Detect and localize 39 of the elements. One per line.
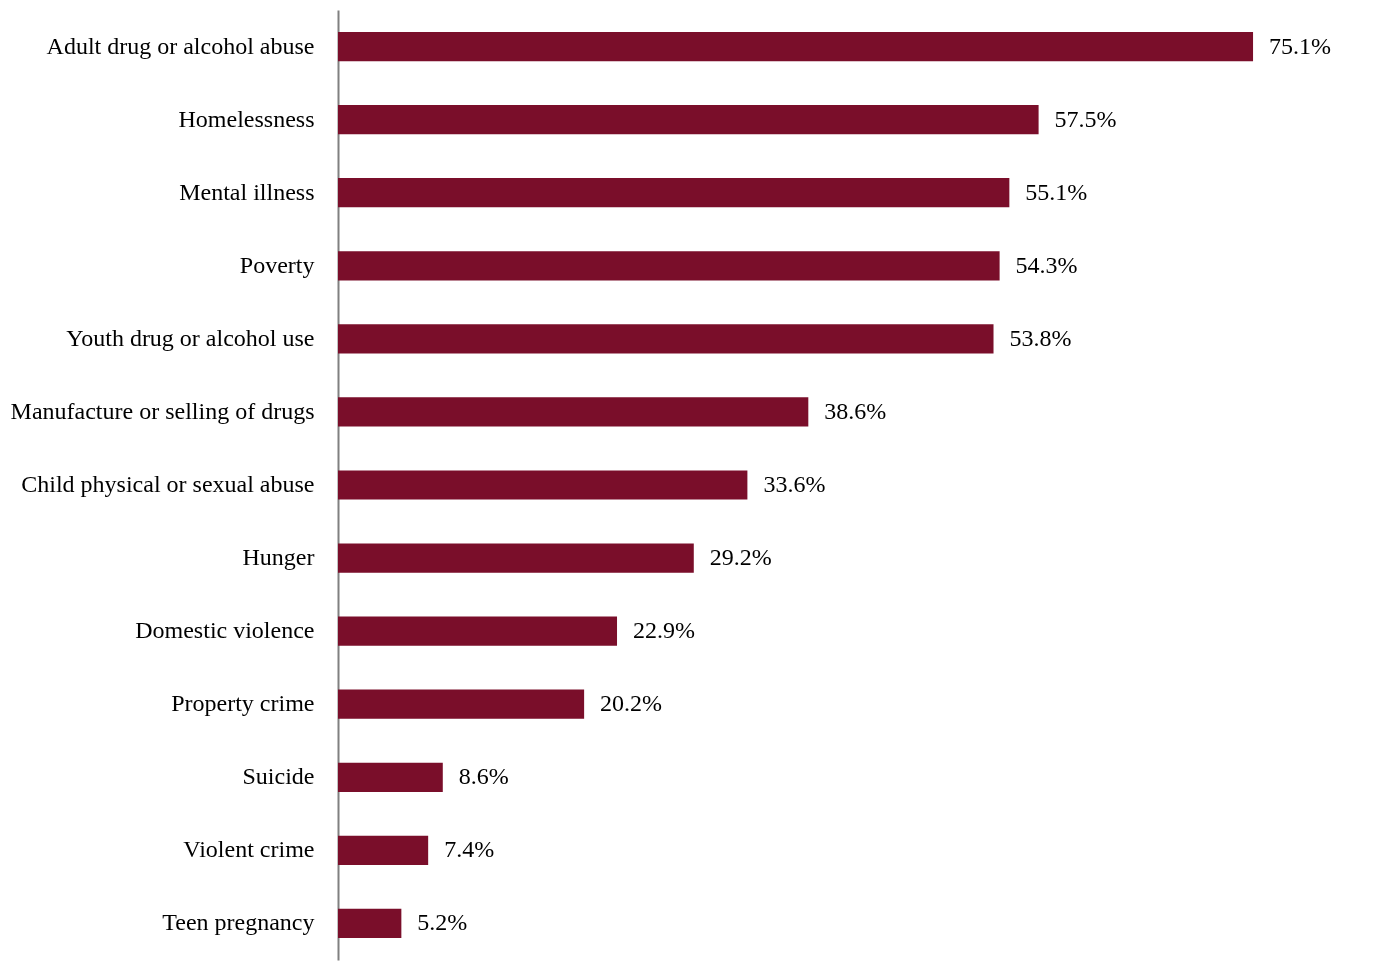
bar bbox=[338, 835, 429, 865]
data-label: 33.6% bbox=[763, 471, 826, 497]
y-tick-label: Hunger bbox=[242, 544, 315, 571]
bar bbox=[338, 470, 748, 500]
y-tick-label: Poverty bbox=[239, 251, 315, 278]
y-tick-label: Property crime bbox=[171, 690, 315, 717]
y-tick-label: Violent crime bbox=[183, 836, 315, 863]
data-label: 75.1% bbox=[1269, 32, 1332, 59]
y-tick-label: Homelessness bbox=[178, 105, 315, 132]
y-tick-label: Child physical or sexual abuse bbox=[21, 471, 315, 497]
bar bbox=[338, 543, 694, 573]
bar bbox=[338, 616, 618, 646]
bar bbox=[338, 178, 1010, 208]
bar bbox=[338, 251, 1000, 281]
y-tick-label: Adult drug or alcohol abuse bbox=[46, 32, 315, 59]
data-label: 20.2% bbox=[600, 690, 663, 717]
bar bbox=[338, 762, 443, 792]
y-tick-label: Youth drug or alcohol use bbox=[66, 324, 315, 351]
y-tick-label: Mental illness bbox=[179, 178, 315, 205]
bar bbox=[338, 397, 809, 427]
data-label: 53.8% bbox=[1009, 324, 1072, 351]
bar bbox=[338, 689, 585, 719]
data-label: 54.3% bbox=[1015, 251, 1078, 278]
data-label: 57.5% bbox=[1054, 105, 1117, 132]
bar bbox=[338, 31, 1254, 62]
y-tick-label: Teen pregnancy bbox=[162, 909, 315, 936]
data-label: 22.9% bbox=[633, 617, 696, 644]
y-tick-label: Manufacture or selling of drugs bbox=[10, 397, 315, 424]
bar bbox=[338, 324, 994, 354]
y-tick-label: Suicide bbox=[242, 763, 315, 790]
bar bbox=[338, 105, 1039, 135]
data-label: 29.2% bbox=[709, 544, 772, 571]
data-label: 5.2% bbox=[417, 909, 468, 936]
data-label: 55.1% bbox=[1025, 178, 1088, 205]
data-label: 38.6% bbox=[824, 397, 887, 424]
y-tick-label: Domestic violence bbox=[135, 617, 315, 644]
data-label: 8.6% bbox=[458, 763, 509, 790]
data-label: 7.4% bbox=[444, 836, 495, 863]
bar bbox=[338, 908, 402, 939]
